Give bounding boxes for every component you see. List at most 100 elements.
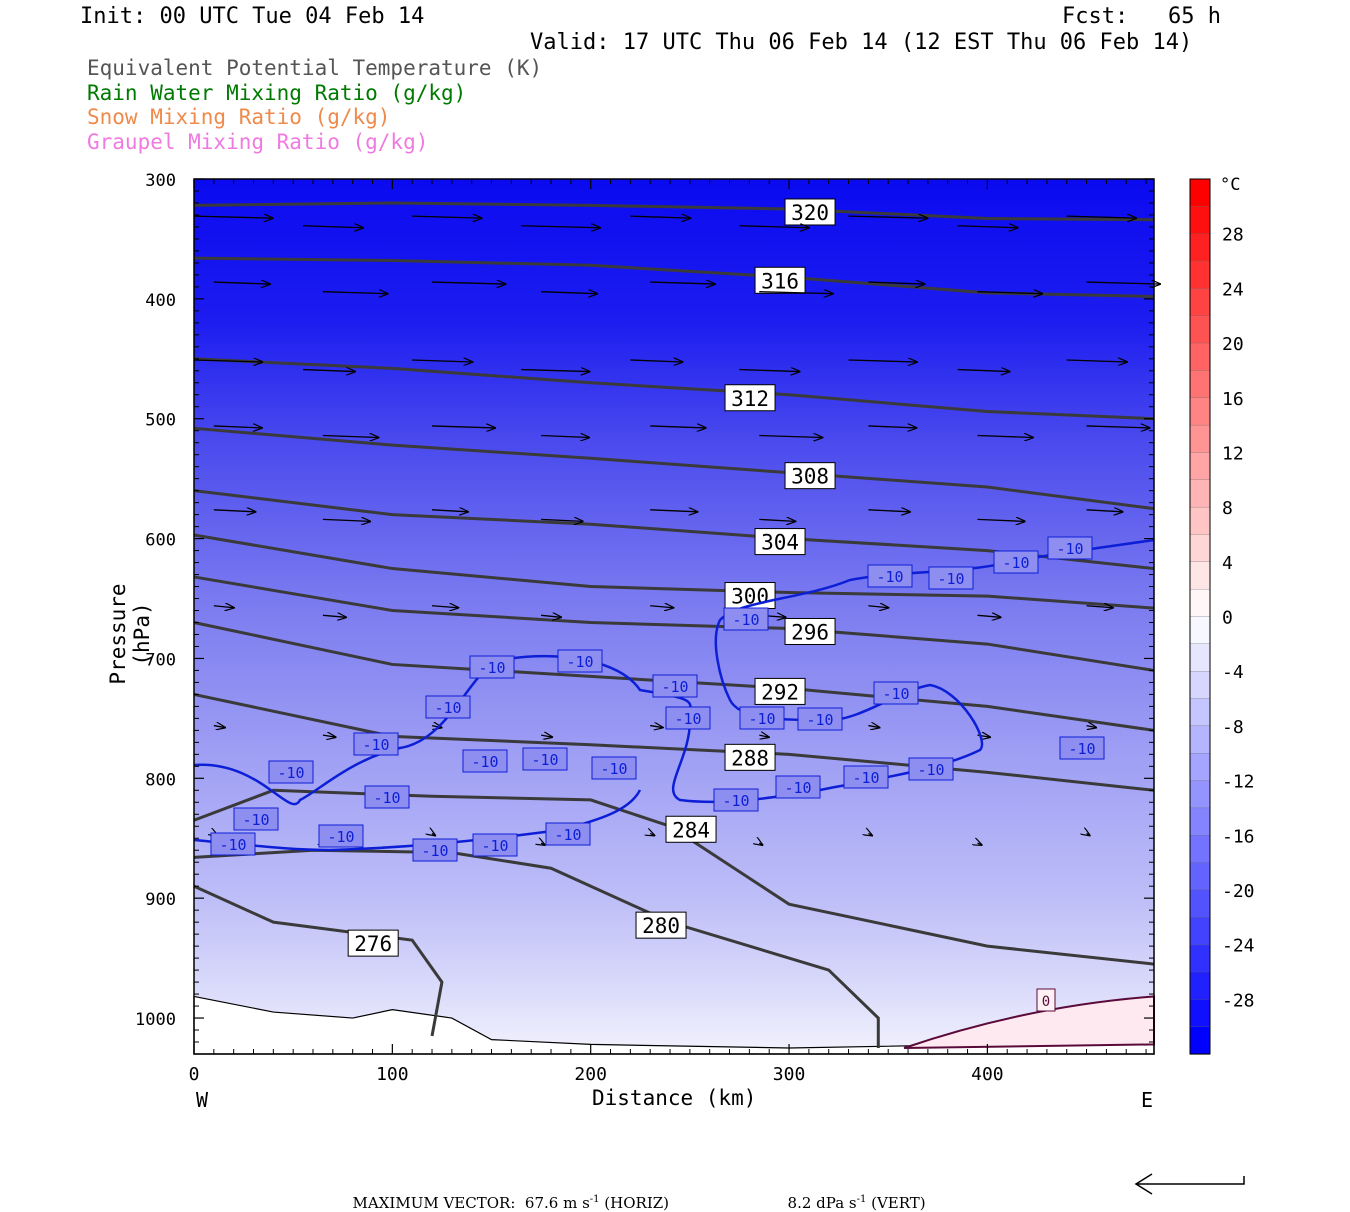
theta-e-label-312: 312 [731, 387, 769, 411]
isotherm-label: -10 [434, 699, 461, 717]
wind-vector [1086, 726, 1097, 728]
isotherm-label-box [797, 707, 843, 731]
wind-vector [541, 519, 583, 521]
isotherm-zero-box [1036, 988, 1056, 1012]
isotherm-label: -10 [876, 568, 903, 586]
theta-e-label-box [724, 582, 776, 610]
wind-vector [630, 360, 682, 362]
isotherm-label-box [472, 833, 518, 857]
theta-e-label-box [784, 617, 836, 645]
wind-vector [541, 615, 561, 617]
wind-vector [1086, 606, 1113, 608]
colorbar-swatch [1189, 397, 1211, 426]
wind-vector [213, 426, 262, 428]
isotherm-label-box [928, 566, 974, 590]
init-time: Init: 00 UTC Tue 04 Feb 14 [80, 4, 425, 29]
wind-vector [977, 519, 1024, 521]
isotherm-label: -10 [1002, 554, 1029, 572]
colorbar-tick-label: -4 [1222, 662, 1244, 683]
wind-vector [431, 606, 458, 608]
wind-vector [213, 510, 256, 512]
theta-e-label-284: 284 [672, 818, 710, 842]
isotherm-label-box [591, 756, 637, 780]
y-tick-label: 300 [145, 171, 176, 191]
wind-vector [1086, 282, 1161, 284]
colorbar-swatch [1189, 698, 1211, 727]
colorbar-swatch [1189, 178, 1211, 207]
colorbar-tick-label: -28 [1222, 990, 1255, 1011]
wind-vector [540, 735, 552, 737]
colorbar-swatch [1189, 260, 1211, 290]
wind-vector [868, 426, 916, 428]
max-vector-text: MAXIMUM VECTOR: 67.6 m s-1 (HORIZ) [343, 1176, 669, 1212]
isotherm-label-box [908, 757, 954, 781]
colorbar-swatch [1189, 288, 1211, 317]
colorbar-swatch [1189, 452, 1211, 481]
wind-vector [759, 436, 822, 438]
y-tick-label: 600 [145, 531, 176, 551]
wind-vector [322, 436, 379, 438]
wind-vector [1086, 510, 1123, 512]
max-vector-vert-value: 8.2 dPa s [787, 1194, 857, 1212]
theta-e-label-box [754, 266, 806, 294]
theta-e-label-320: 320 [791, 201, 829, 225]
wind-vector [977, 615, 1000, 617]
isotherm-label: -10 [362, 736, 389, 754]
isotherm-label-box [545, 822, 591, 846]
wind-vector [1086, 426, 1150, 428]
wind-vector [957, 370, 1010, 372]
wind-vector [432, 833, 435, 835]
colorbar-swatch [1189, 479, 1211, 508]
wind-vector [322, 735, 336, 737]
x-axis-east-label: E [1141, 1088, 1154, 1112]
wind-vector [541, 843, 545, 845]
horiz-label: (HORIZ) [599, 1194, 670, 1212]
theta-e-label-304: 304 [761, 531, 799, 555]
wind-vector [412, 360, 472, 362]
theta-e-contour-276 [193, 884, 444, 1037]
isotherm-label-box [210, 832, 256, 856]
legend-theta-e: Equivalent Potential Temperature (K) [87, 56, 543, 80]
wind-vector [650, 833, 654, 835]
isotherm-label: -10 [471, 753, 498, 771]
theta-e-contour-296 [193, 575, 1155, 672]
wind-vector [322, 519, 370, 521]
colorbar-swatch [1189, 780, 1211, 809]
max-vector-horiz-value: MAXIMUM VECTOR: 67.6 m s [352, 1194, 590, 1212]
colorbar-swatch [1189, 534, 1211, 563]
isotherm-label: -10 [219, 836, 246, 854]
isotherm-label-box [652, 674, 698, 698]
theta-e-label-box [724, 743, 776, 771]
wind-vector [759, 843, 762, 845]
colorbar-swatch [1189, 643, 1211, 672]
wind-vector [759, 519, 795, 521]
colorbar-tick-label: -8 [1222, 717, 1244, 738]
forecast-hour: Fcst: 65 h [1062, 4, 1221, 29]
isotherm-label: -10 [674, 710, 701, 728]
wind-vector [213, 726, 225, 728]
colorbar-unit: °C [1220, 175, 1240, 195]
legend-rain: Rain Water Mixing Ratio (g/kg) [87, 81, 467, 105]
isotherm-label: -10 [784, 779, 811, 797]
colorbar-swatch [1189, 589, 1211, 618]
colorbar-tick-label: 28 [1222, 225, 1244, 246]
y-tick-label: 700 [145, 650, 176, 670]
theta-e-label-box [754, 677, 806, 705]
isotherm-label: -10 [421, 842, 448, 860]
y-axis-label: Pressure (hPa) [106, 583, 154, 685]
wind-vector [868, 833, 872, 835]
theta-e-label-box [784, 198, 836, 226]
isotherm-label-box [364, 785, 410, 809]
colorbar-swatch [1189, 725, 1211, 754]
x-tick-label: 0 [189, 1064, 200, 1085]
isotherm-label-box [843, 765, 889, 789]
colorbar-swatch [1189, 999, 1211, 1028]
wind-vector [977, 843, 981, 845]
valid-time: Valid: 17 UTC Thu 06 Feb 14 (12 EST Thu … [530, 30, 1193, 55]
isotherm-label: -10 [748, 710, 775, 728]
colorbar-swatch [1189, 917, 1211, 946]
isotherm-label: -10 [478, 659, 505, 677]
isotherm-label: -10 [661, 678, 688, 696]
wind-vector [541, 292, 597, 294]
colorbar-tick-label: 20 [1222, 334, 1244, 355]
